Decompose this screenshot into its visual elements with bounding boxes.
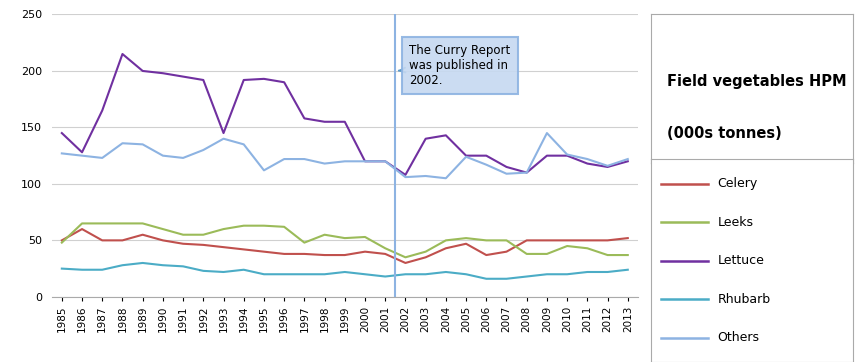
Text: Others: Others xyxy=(717,331,759,344)
Text: The Curry Report
was published in
2002.: The Curry Report was published in 2002. xyxy=(399,44,510,87)
Text: (000s tonnes): (000s tonnes) xyxy=(666,126,781,141)
Text: Rhubarb: Rhubarb xyxy=(717,292,770,306)
Text: Field vegetables HPM: Field vegetables HPM xyxy=(666,74,846,89)
Text: Leeks: Leeks xyxy=(717,216,753,229)
Text: Celery: Celery xyxy=(717,177,757,190)
Text: Lettuce: Lettuce xyxy=(717,254,764,267)
